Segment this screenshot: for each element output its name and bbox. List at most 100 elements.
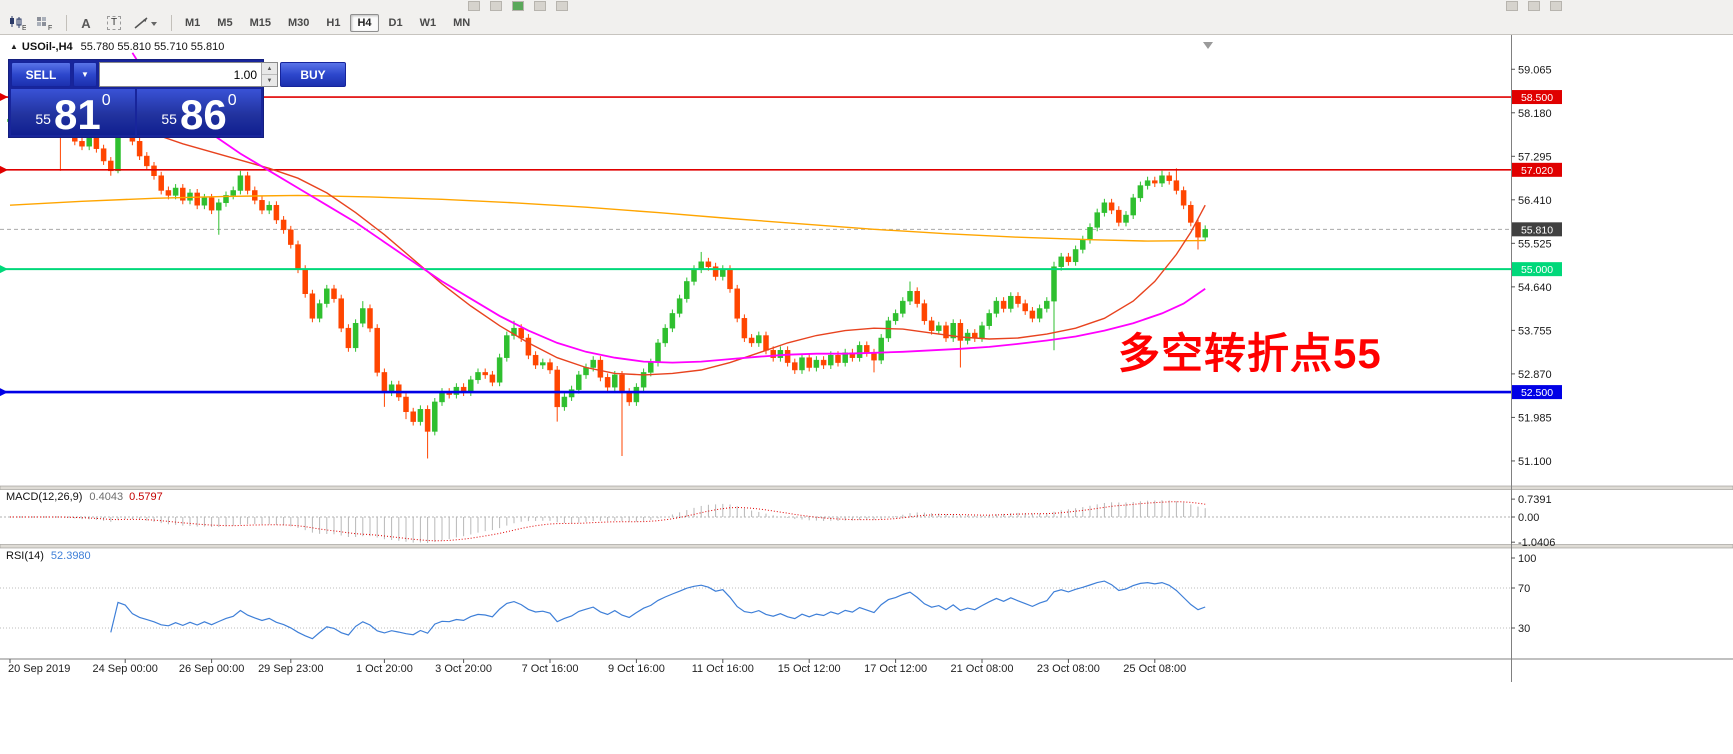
price-tick: 51.100	[1518, 456, 1552, 468]
price-tick: 59.065	[1518, 64, 1552, 76]
price-tick: 51.985	[1518, 412, 1552, 424]
partial-toolbar-icon[interactable]	[1528, 1, 1540, 11]
tf-button-H4[interactable]: H4	[350, 14, 379, 32]
time-tick: 11 Oct 16:00	[692, 663, 754, 675]
timeframe-toolbar: M1 M5 M15 M30 H1 H4 D1 W1 MN	[178, 14, 480, 32]
price-axis[interactable]: 59.065 58.180 57.295 56.410 55.525 54.640 53.7…	[1511, 35, 1562, 682]
macd-panel: 0.7391 0.00 -1.0406	[0, 494, 1555, 549]
price-tick: 57.295	[1518, 151, 1552, 163]
macd-main-value: 0.4043	[89, 491, 124, 503]
tf-button-M30[interactable]: M30	[287, 17, 310, 29]
volume-input[interactable]	[100, 63, 261, 86]
time-tick: 7 Oct 16:00	[522, 663, 579, 675]
partial-toolbar-icon[interactable]	[556, 1, 568, 11]
partial-toolbar-icon[interactable]	[512, 1, 524, 11]
partial-toolbar-icon[interactable]	[1506, 1, 1518, 11]
chart-toolbar: E F A T M1 M5 M15 M30 H1 H4 D1 W1 MN	[0, 12, 1733, 35]
price-tick: 52.870	[1518, 369, 1552, 381]
panel-splitter[interactable]	[0, 544, 1733, 549]
tf-button-W1[interactable]: W1	[419, 17, 437, 29]
horizontal-lines[interactable]	[0, 93, 1511, 397]
time-tick: 29 Sep 23:00	[258, 663, 323, 675]
chart-shift-icon[interactable]	[1203, 42, 1213, 49]
time-tick: 20 Sep 2019	[8, 663, 70, 675]
partial-toolbar-icon[interactable]	[468, 1, 480, 11]
chevron-down-icon: ▼	[81, 70, 89, 79]
price-tick: 55.525	[1518, 238, 1552, 250]
rsi-scale-tick: 100	[1518, 553, 1536, 565]
tf-button-M5[interactable]: M5	[217, 17, 233, 29]
tf-button-D1[interactable]: D1	[388, 17, 403, 29]
macd-signal-value: 0.5797	[129, 491, 163, 503]
time-tick: 3 Oct 20:00	[435, 663, 492, 675]
tf-button-MN[interactable]: MN	[453, 17, 471, 29]
time-tick: 9 Oct 16:00	[608, 663, 665, 675]
ask-price-display[interactable]: 55 86 0	[137, 89, 261, 135]
rsi-indicator-label: RSI(14) 52.3980	[6, 550, 91, 562]
ma-slow-orange	[9, 194, 1206, 242]
hline-marker	[0, 388, 8, 397]
rsi-name: RSI(14)	[6, 550, 44, 562]
price-badge	[1512, 162, 1562, 177]
chart-symbol-period: USOil-,H4	[21, 41, 73, 53]
main-chart	[0, 42, 1511, 459]
macd-signal-line	[10, 501, 1206, 542]
rsi-line	[110, 580, 1206, 640]
line-tool-glyph	[134, 17, 157, 29]
ma-medium-red	[9, 93, 1206, 376]
sell-button[interactable]: SELL	[11, 62, 71, 87]
macd-scale-tick: 0.00	[1518, 512, 1539, 524]
price-badge-label: 52.500	[1521, 387, 1553, 399]
buy-button[interactable]: BUY	[280, 62, 346, 87]
partial-toolbar-icon[interactable]	[490, 1, 502, 11]
chart-window-glyph: E	[10, 16, 26, 31]
chart-text-annotation[interactable]: 多空转折点55	[1118, 330, 1382, 377]
hline-marker	[0, 93, 8, 102]
font-icon[interactable]: A	[73, 12, 99, 34]
indicator-grid-icon[interactable]: F	[32, 12, 58, 34]
price-tick: 54.640	[1518, 282, 1552, 294]
bid-price-display[interactable]: 55 81 0	[11, 89, 135, 135]
tf-button-H1[interactable]: H1	[326, 17, 341, 29]
chart-background	[0, 35, 1733, 754]
macd-scale-tick: -1.0406	[1518, 537, 1555, 549]
svg-text:E: E	[22, 25, 26, 31]
chart-title: ▲ USOil-,H4 55.780 55.810 55.710 55.810	[10, 41, 224, 53]
price-badge-label: 55.000	[1521, 264, 1553, 276]
panel-splitter[interactable]	[0, 485, 1733, 490]
svg-text:F: F	[48, 25, 52, 31]
text-glyph: T	[106, 16, 122, 30]
rsi-panel: 100 70 30	[0, 553, 1536, 640]
price-tick: 53.755	[1518, 325, 1552, 337]
stepper-down-icon[interactable]: ▼	[262, 75, 277, 86]
indicator-grid-glyph: F	[37, 17, 52, 31]
candles	[7, 99, 1208, 459]
ask-price-big: 86	[179, 90, 227, 138]
price-badge-label: 57.020	[1521, 165, 1553, 177]
toolbar-separator	[171, 15, 172, 31]
tf-button-M1[interactable]: M1	[185, 17, 201, 29]
macd-scale-tick: 0.7391	[1518, 494, 1552, 506]
partial-toolbar-icon[interactable]	[1550, 1, 1562, 11]
time-tick: 15 Oct 12:00	[778, 663, 841, 675]
time-axis[interactable]: 20 Sep 2019 24 Sep 00:00 26 Sep 00:00 29 Se…	[8, 659, 1186, 675]
tf-button-M15[interactable]: M15	[249, 17, 271, 29]
bid-price-sup: 0	[101, 92, 111, 109]
text-tool-icon[interactable]: T	[101, 12, 127, 34]
bid-price-big: 81	[53, 90, 101, 138]
time-tick: 24 Sep 00:00	[92, 663, 157, 675]
chart-window-icon[interactable]: E	[4, 12, 30, 34]
volume-stepper: ▲ ▼	[261, 63, 277, 86]
collapse-panel-icon[interactable]: ▲	[10, 42, 18, 51]
stepper-up-icon[interactable]: ▲	[262, 63, 277, 75]
ask-price-sup: 0	[227, 92, 237, 109]
ma-magenta	[131, 52, 1206, 364]
partial-toolbar-icon[interactable]	[534, 1, 546, 11]
line-tool-icon[interactable]	[129, 12, 163, 34]
toolbar-separator	[66, 15, 67, 31]
rsi-scale-tick: 30	[1518, 623, 1530, 635]
volume-dropdown-button[interactable]: ▼	[73, 62, 97, 87]
trade-prices-row: 55 81 0 55 86 0	[11, 89, 261, 135]
